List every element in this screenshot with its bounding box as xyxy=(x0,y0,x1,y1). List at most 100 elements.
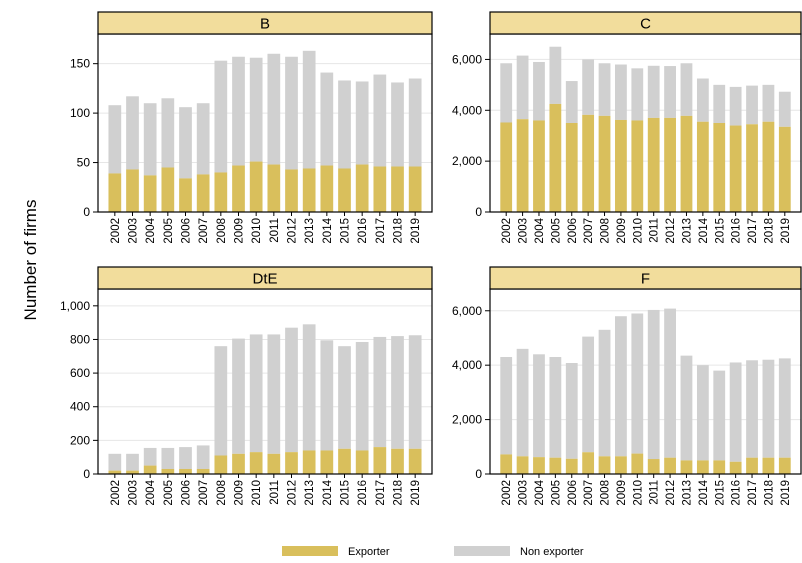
x-tick-label: 2016 xyxy=(731,480,743,506)
bar-non-exporter-2002 xyxy=(500,63,513,123)
bar-exporter-2018 xyxy=(762,457,775,474)
x-tick-label: 2007 xyxy=(583,480,595,506)
bar-non-exporter-2014 xyxy=(696,365,709,461)
bar-non-exporter-2004 xyxy=(533,354,545,458)
bar-exporter-2014 xyxy=(320,165,334,212)
x-tick-label: 2009 xyxy=(616,218,628,244)
bar-exporter-2010 xyxy=(249,161,263,212)
y-tick-label: 0 xyxy=(83,205,90,219)
x-tick-label: 2007 xyxy=(198,480,210,506)
y-tick-label: 4,000 xyxy=(452,358,482,372)
bar-non-exporter-2002 xyxy=(500,357,513,455)
x-tick-label: 2007 xyxy=(583,218,595,244)
x-tick-label: 2019 xyxy=(780,480,792,506)
bar-non-exporter-2011 xyxy=(647,309,660,460)
bar-exporter-2006 xyxy=(179,178,192,212)
bar-exporter-2019 xyxy=(408,166,422,212)
bar-non-exporter-2009 xyxy=(615,316,627,457)
bar-exporter-2008 xyxy=(598,456,611,474)
bar-exporter-2009 xyxy=(615,119,627,212)
x-tick-label: 2019 xyxy=(410,480,422,506)
panel-dte: 2002 2003 2004 2005 2006 2007 2008 2009 2010 2011… xyxy=(60,266,433,506)
bar-exporter-2016 xyxy=(729,461,742,474)
x-tick-label: 2002 xyxy=(501,480,513,506)
bar-exporter-2014 xyxy=(696,121,709,212)
bar-exporter-2018 xyxy=(762,121,775,212)
bar-exporter-2004 xyxy=(143,175,157,212)
bar-non-exporter-2012 xyxy=(664,308,676,458)
x-tick-label: 2017 xyxy=(375,480,387,506)
x-tick-label: 2018 xyxy=(393,480,405,506)
y-tick-label: 2,000 xyxy=(452,154,482,168)
bar-non-exporter-2017 xyxy=(746,85,758,125)
facet-strip xyxy=(489,266,802,290)
x-tick-label: 2017 xyxy=(375,218,387,244)
x-tick-label: 2008 xyxy=(216,480,228,506)
x-tick-label: 2003 xyxy=(128,480,140,506)
x-tick-label: 2013 xyxy=(304,480,316,506)
bar-exporter-2004 xyxy=(533,120,545,212)
y-tick-label: 600 xyxy=(70,366,90,380)
y-tick-label: 0 xyxy=(83,467,90,481)
bar-non-exporter-2009 xyxy=(615,64,627,120)
bar-non-exporter-2011 xyxy=(647,65,660,118)
x-tick-label: 2006 xyxy=(567,218,579,244)
x-tick-label: 2002 xyxy=(110,480,122,506)
legend-label-non-exporter: Non exporter xyxy=(520,546,584,558)
bar-exporter-2006 xyxy=(565,458,578,474)
bar-non-exporter-2011 xyxy=(267,53,281,165)
y-tick-label: 2,000 xyxy=(452,413,482,427)
bar-exporter-2013 xyxy=(680,115,693,212)
x-tick-label: 2011 xyxy=(269,480,281,505)
x-tick-label: 2006 xyxy=(181,480,193,506)
bar-non-exporter-2010 xyxy=(249,334,263,453)
bar-exporter-2008 xyxy=(214,172,228,212)
bar-non-exporter-2009 xyxy=(232,56,245,166)
bar-non-exporter-2007 xyxy=(196,445,210,469)
bar-non-exporter-2004 xyxy=(533,61,545,121)
bar-non-exporter-2012 xyxy=(285,56,298,170)
bar-exporter-2006 xyxy=(179,468,192,474)
y-tick-label: 150 xyxy=(70,57,90,71)
x-tick-label: 2009 xyxy=(234,218,246,244)
y-tick-label: 1,000 xyxy=(60,299,90,313)
bar-non-exporter-2014 xyxy=(696,78,709,122)
y-tick-label: 6,000 xyxy=(452,52,482,66)
bar-exporter-2016 xyxy=(729,125,742,212)
x-tick-label: 2004 xyxy=(145,479,157,505)
x-tick-label: 2014 xyxy=(698,479,710,505)
x-tick-label: 2002 xyxy=(501,218,513,244)
facet-title: DtE xyxy=(252,271,277,288)
x-tick-label: 2011 xyxy=(269,218,281,243)
y-tick-label: 800 xyxy=(70,332,90,346)
x-tick-label: 2002 xyxy=(110,218,122,244)
x-tick-label: 2008 xyxy=(216,218,228,244)
bar-exporter-2011 xyxy=(647,459,660,474)
facet-strip xyxy=(97,266,433,290)
x-tick-label: 2008 xyxy=(600,480,612,506)
bar-exporter-2015 xyxy=(338,448,351,474)
bar-non-exporter-2013 xyxy=(302,50,316,169)
bar-non-exporter-2008 xyxy=(598,329,611,457)
bar-non-exporter-2003 xyxy=(126,453,139,471)
bar-non-exporter-2017 xyxy=(373,336,387,448)
x-tick-label: 2004 xyxy=(534,479,546,505)
facet-strip xyxy=(97,11,433,35)
bar-non-exporter-2010 xyxy=(249,57,263,162)
bar-exporter-2012 xyxy=(285,452,298,474)
bar-non-exporter-2015 xyxy=(338,80,351,169)
x-tick-label: 2018 xyxy=(393,218,405,244)
bar-non-exporter-2012 xyxy=(285,327,298,453)
x-tick-label: 2010 xyxy=(632,480,644,506)
bar-non-exporter-2018 xyxy=(762,84,775,122)
bar-exporter-2011 xyxy=(267,164,281,212)
x-tick-label: 2014 xyxy=(698,217,710,243)
bar-exporter-2009 xyxy=(615,456,627,474)
bar-exporter-2017 xyxy=(373,447,387,474)
bar-non-exporter-2003 xyxy=(516,348,529,457)
y-axis-label: Number of firms xyxy=(21,200,40,321)
x-tick-label: 2010 xyxy=(251,218,263,244)
x-tick-label: 2018 xyxy=(763,480,775,506)
bar-non-exporter-2018 xyxy=(391,82,404,167)
